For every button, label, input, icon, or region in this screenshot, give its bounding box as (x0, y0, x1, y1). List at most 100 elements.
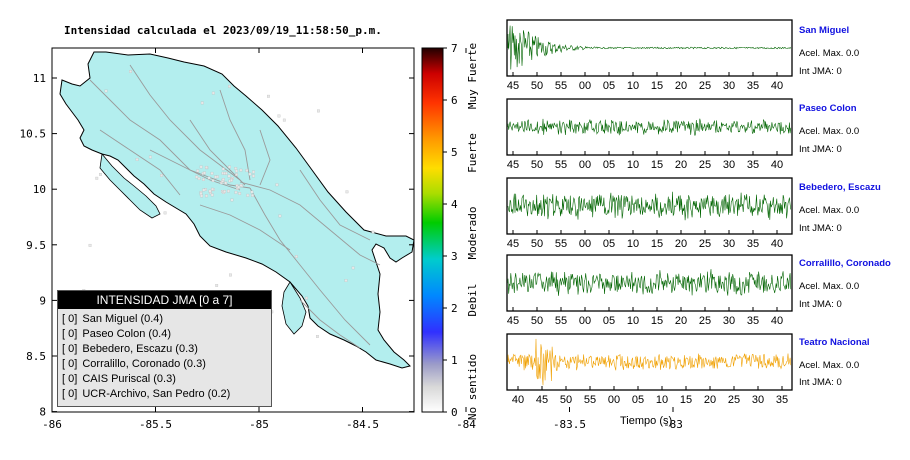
legend-code: [ 0] (62, 388, 78, 400)
city-marker (239, 184, 243, 187)
map-x-tick-label: -84 (456, 418, 476, 431)
waveform-tick-label: 25 (699, 238, 711, 250)
waveform-tick-label: 40 (512, 394, 524, 406)
city-marker (239, 168, 243, 172)
station-name: Teatro Nacional (799, 337, 870, 348)
city-marker (267, 94, 270, 98)
road-line (149, 149, 241, 191)
city-marker (210, 171, 214, 175)
city-marker (211, 179, 215, 183)
city-marker (197, 177, 201, 181)
map-y-tick-label: 9.5 (26, 239, 46, 252)
legend-row: [ 0] Corralillo, Coronado (0.3) (58, 357, 271, 372)
city-marker (208, 189, 212, 193)
map-y-tick-label: 11 (33, 72, 46, 85)
waveform-tick-label: 55 (555, 238, 567, 250)
colorbar-category-label: Fuerte (466, 133, 479, 173)
waveform-tick-label: 45 (536, 394, 548, 406)
waveform-tick-label: 35 (747, 80, 759, 92)
city-marker (252, 174, 255, 178)
legend-label: Bebedero, Escazu (0.3) (82, 343, 198, 355)
city-marker (228, 165, 231, 169)
city-marker (245, 169, 249, 173)
waveform-panel: 45 50 55 00 05 10 15 20 25 30 35 40 (506, 98, 793, 171)
station-name: San Miguel (799, 25, 850, 36)
map-y-tick-label: 8.5 (26, 350, 46, 363)
city-marker (211, 91, 215, 95)
waveform-tick-label: 00 (579, 315, 591, 327)
colorbar-tick-label: 4 (451, 198, 458, 211)
station-acel: Acel. Max. 0.0 (799, 205, 860, 216)
city-marker (371, 230, 375, 234)
colorbar-tick-label: 3 (451, 250, 458, 263)
map-axes: -86 -85.5 -85 -84.5 -84 -83.5 -831110.5109.598… (20, 48, 683, 431)
intensity-legend: INTENSIDAD JMA [0 a 7] [ 0] San Miguel (… (57, 290, 272, 407)
city-marker (160, 174, 164, 177)
waveform-trace (507, 25, 792, 70)
waveform-tick-label: 55 (555, 80, 567, 92)
colorbar-labels: No sentido Debil Moderado Fuerte Muy Fuerte (466, 43, 479, 420)
waveform-tick-label: 40 (771, 238, 783, 250)
city-marker (148, 155, 152, 159)
waveform-tick-label: 10 (627, 80, 639, 92)
road-line (199, 204, 291, 251)
waveform-panel: 40 45 50 55 00 05 10 15 20 25 30 35 (506, 333, 793, 406)
city-marker (215, 284, 219, 287)
city-marker (278, 214, 282, 218)
station-int: Int JMA: 0 (799, 144, 842, 155)
map-y-tick-label: 10.5 (20, 128, 47, 141)
road-line (259, 129, 271, 186)
city-marker (99, 172, 102, 176)
city-marker (135, 158, 139, 161)
city-marker (246, 193, 250, 197)
city-marker (221, 167, 225, 171)
waveform-tick-label: 15 (651, 80, 663, 92)
waveform-tick-label: 30 (723, 80, 735, 92)
map-title: Intensidad calculada el 2023/09/19_11:58… (64, 24, 382, 37)
city-marker (275, 183, 279, 187)
city-marker (294, 255, 298, 259)
station-int: Int JMA: 0 (799, 377, 842, 388)
waveform-tick-label: 55 (584, 394, 596, 406)
colorbar-tick-label: 5 (451, 146, 458, 159)
waveform-tick-label: 35 (747, 159, 759, 171)
city-marker (282, 118, 286, 122)
road-line (219, 89, 251, 181)
waveform-tick-label: 50 (560, 394, 572, 406)
city-marker (235, 169, 238, 173)
waveform-panels: 45 50 55 00 05 10 15 20 25 30 35 40 45 50 55 00 05 10 15 20… (506, 19, 793, 406)
road-line (89, 79, 251, 189)
city-marker (277, 114, 281, 118)
colorbar-tick-label: 0 (451, 406, 458, 419)
map-y-tick-label: 8 (39, 406, 46, 419)
waveform-tick-label: 20 (675, 159, 687, 171)
waveform-tick-label: 05 (603, 315, 615, 327)
city-marker (316, 335, 319, 338)
legend-row: [ 0] Bebedero, Escazu (0.3) (58, 342, 271, 357)
station-int: Int JMA: 0 (799, 223, 842, 234)
legend-code: [ 0] (62, 313, 78, 325)
station-acel: Acel. Max. 0.0 (799, 360, 860, 371)
legend-code: [ 0] (62, 343, 78, 355)
waveform-trace (507, 118, 792, 136)
waveform-tick-label: 40 (771, 315, 783, 327)
waveform-tick-label: 40 (771, 159, 783, 171)
city-marker (345, 190, 349, 194)
waveform-tick-label: 30 (723, 315, 735, 327)
city-marker (205, 194, 208, 198)
station-acel: Acel. Max. 0.0 (799, 126, 860, 137)
city-marker (95, 176, 99, 180)
waveform-trace (507, 191, 792, 221)
colorbar-category-label: Debil (466, 283, 479, 316)
colorbar-tick-label: 7 (451, 42, 458, 55)
legend-row: [ 0] San Miguel (0.4) (58, 312, 271, 327)
city-marker (227, 174, 231, 178)
city-marker (250, 190, 254, 194)
station-name: Paseo Colon (799, 103, 857, 114)
waveform-tick-label: 20 (675, 238, 687, 250)
waveform-tick-label: 00 (579, 238, 591, 250)
legend-row: [ 0] UCR-Archivo, San Pedro (0.2) (58, 387, 271, 402)
waveform-tick-label: 20 (675, 80, 687, 92)
city-marker (251, 193, 254, 197)
waveform-tick-label: 25 (699, 159, 711, 171)
